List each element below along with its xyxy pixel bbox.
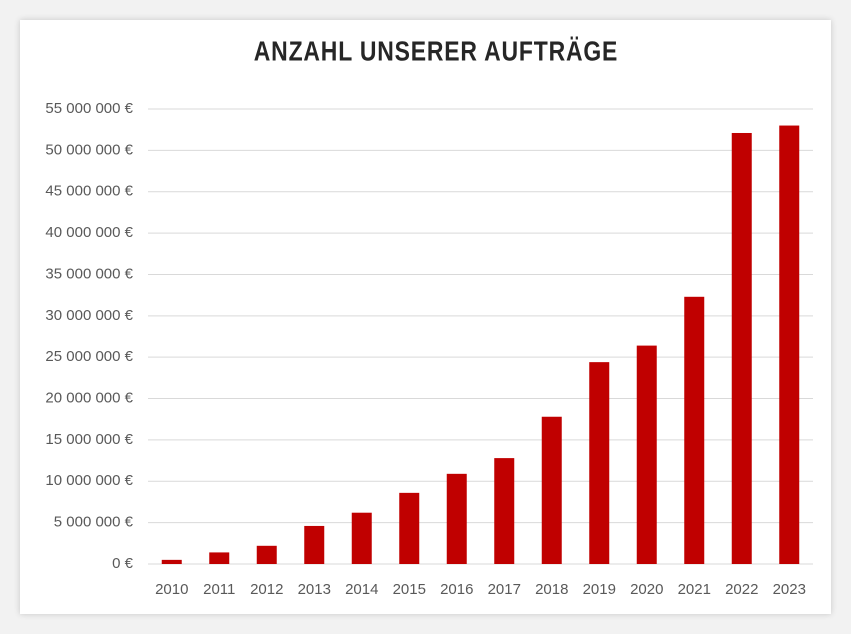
x-tick-label: 2015: [393, 581, 426, 598]
x-tick-label: 2020: [630, 581, 663, 598]
bar: [446, 473, 467, 564]
x-tick-label: 2018: [535, 581, 568, 598]
y-tick-label: 25 000 000 €: [45, 348, 133, 365]
x-tick-label: 2023: [773, 581, 806, 598]
bar: [399, 492, 420, 564]
bar: [684, 296, 705, 564]
y-tick-label: 30 000 000 €: [45, 307, 133, 324]
bar: [209, 552, 230, 564]
x-tick-label: 2012: [250, 581, 283, 598]
y-tick-label: 35 000 000 €: [45, 265, 133, 282]
y-tick-label: 20 000 000 €: [45, 390, 133, 407]
y-tick-label: 15 000 000 €: [45, 431, 133, 448]
x-tick-label: 2021: [678, 581, 711, 598]
chart-title: ANZAHL UNSERER AUFTRÄGE: [254, 36, 618, 67]
bar: [351, 512, 372, 564]
bar: [636, 345, 657, 564]
y-tick-label: 10 000 000 €: [45, 472, 133, 489]
x-tick-label: 2011: [203, 581, 235, 598]
bar: [161, 559, 182, 564]
bar: [731, 132, 752, 564]
x-tick-label: 2014: [345, 581, 378, 598]
y-tick-label: 45 000 000 €: [45, 183, 133, 200]
y-tick-label: 55 000 000 €: [45, 100, 133, 117]
bar: [256, 545, 277, 564]
y-tick-label: 40 000 000 €: [45, 224, 133, 241]
bar: [304, 525, 325, 564]
bar: [494, 458, 515, 564]
bar: [589, 362, 610, 564]
x-tick-label: 2019: [583, 581, 616, 598]
bar: [779, 125, 800, 564]
y-tick-label: 50 000 000 €: [45, 141, 133, 158]
x-tick-label: 2013: [298, 581, 331, 598]
x-tick-label: 2017: [488, 581, 521, 598]
bar: [541, 416, 562, 564]
x-tick-label: 2010: [155, 581, 188, 598]
y-tick-label: 0 €: [112, 555, 134, 572]
x-tick-label: 2022: [725, 581, 758, 598]
y-tick-label: 5 000 000 €: [54, 514, 134, 531]
x-tick-label: 2016: [440, 581, 473, 598]
